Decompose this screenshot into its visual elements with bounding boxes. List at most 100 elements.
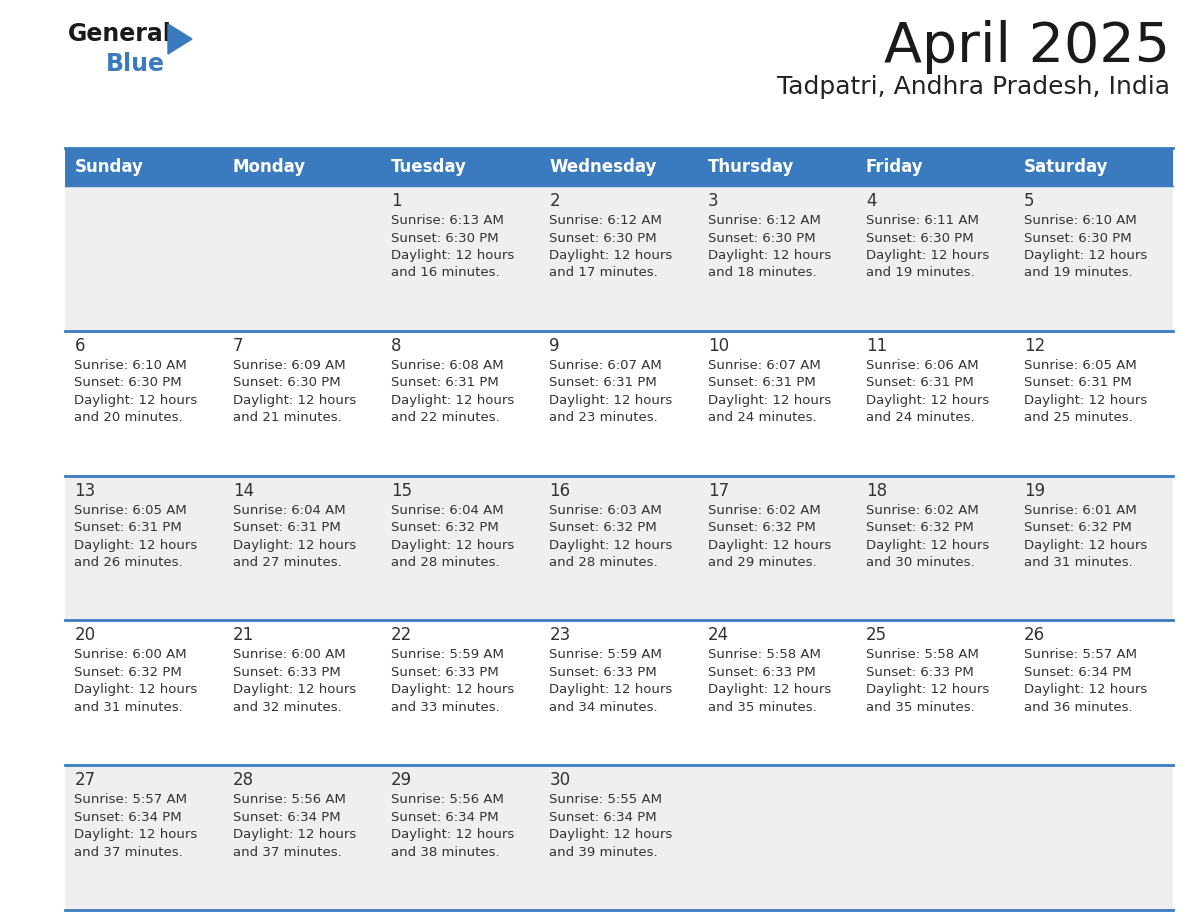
Text: Sunrise: 5:57 AM: Sunrise: 5:57 AM xyxy=(1024,648,1137,661)
Text: Daylight: 12 hours: Daylight: 12 hours xyxy=(75,828,197,841)
Text: Friday: Friday xyxy=(866,158,923,176)
Text: Sunset: 6:33 PM: Sunset: 6:33 PM xyxy=(708,666,815,679)
Text: Sunrise: 6:04 AM: Sunrise: 6:04 AM xyxy=(391,504,504,517)
Text: Sunset: 6:32 PM: Sunset: 6:32 PM xyxy=(549,521,657,534)
Text: 21: 21 xyxy=(233,626,254,644)
Text: Daylight: 12 hours: Daylight: 12 hours xyxy=(391,683,514,697)
Text: 5: 5 xyxy=(1024,192,1035,210)
Bar xyxy=(65,330,1173,476)
Text: and 16 minutes.: and 16 minutes. xyxy=(391,266,500,279)
Text: Blue: Blue xyxy=(106,52,165,76)
Text: Daylight: 12 hours: Daylight: 12 hours xyxy=(233,539,356,552)
Text: Sunset: 6:33 PM: Sunset: 6:33 PM xyxy=(233,666,341,679)
Text: and 37 minutes.: and 37 minutes. xyxy=(75,845,183,858)
Text: Sunday: Sunday xyxy=(75,158,144,176)
Text: 8: 8 xyxy=(391,337,402,354)
Text: and 26 minutes.: and 26 minutes. xyxy=(75,556,183,569)
Text: and 29 minutes.: and 29 minutes. xyxy=(708,556,816,569)
Text: and 21 minutes.: and 21 minutes. xyxy=(233,411,341,424)
Text: and 36 minutes.: and 36 minutes. xyxy=(1024,701,1133,714)
Text: Sunset: 6:30 PM: Sunset: 6:30 PM xyxy=(708,231,815,244)
Text: 14: 14 xyxy=(233,482,254,499)
Text: 22: 22 xyxy=(391,626,412,644)
Text: Daylight: 12 hours: Daylight: 12 hours xyxy=(1024,683,1148,697)
Text: and 17 minutes.: and 17 minutes. xyxy=(549,266,658,279)
Bar xyxy=(381,148,539,186)
Text: and 31 minutes.: and 31 minutes. xyxy=(1024,556,1133,569)
Text: Sunrise: 6:09 AM: Sunrise: 6:09 AM xyxy=(233,359,346,372)
Bar xyxy=(1015,148,1173,186)
Text: and 24 minutes.: and 24 minutes. xyxy=(866,411,974,424)
Text: Sunrise: 6:04 AM: Sunrise: 6:04 AM xyxy=(233,504,346,517)
Text: and 34 minutes.: and 34 minutes. xyxy=(549,701,658,714)
Text: Daylight: 12 hours: Daylight: 12 hours xyxy=(75,539,197,552)
Text: Daylight: 12 hours: Daylight: 12 hours xyxy=(866,539,990,552)
Text: and 22 minutes.: and 22 minutes. xyxy=(391,411,500,424)
Text: and 32 minutes.: and 32 minutes. xyxy=(233,701,341,714)
Text: 15: 15 xyxy=(391,482,412,499)
Text: Daylight: 12 hours: Daylight: 12 hours xyxy=(1024,394,1148,407)
Text: Sunset: 6:34 PM: Sunset: 6:34 PM xyxy=(549,811,657,823)
Text: Sunset: 6:32 PM: Sunset: 6:32 PM xyxy=(75,666,182,679)
Text: Daylight: 12 hours: Daylight: 12 hours xyxy=(391,828,514,841)
Text: and 23 minutes.: and 23 minutes. xyxy=(549,411,658,424)
Text: Daylight: 12 hours: Daylight: 12 hours xyxy=(549,828,672,841)
Text: 16: 16 xyxy=(549,482,570,499)
Text: 3: 3 xyxy=(708,192,719,210)
Text: 28: 28 xyxy=(233,771,254,789)
Text: Sunset: 6:33 PM: Sunset: 6:33 PM xyxy=(549,666,657,679)
Text: Sunset: 6:34 PM: Sunset: 6:34 PM xyxy=(75,811,182,823)
Text: Sunrise: 6:00 AM: Sunrise: 6:00 AM xyxy=(75,648,188,661)
Text: Sunset: 6:31 PM: Sunset: 6:31 PM xyxy=(233,521,341,534)
Text: Sunrise: 6:11 AM: Sunrise: 6:11 AM xyxy=(866,214,979,227)
Text: and 19 minutes.: and 19 minutes. xyxy=(1024,266,1133,279)
Text: Sunset: 6:33 PM: Sunset: 6:33 PM xyxy=(866,666,974,679)
Text: Sunrise: 6:08 AM: Sunrise: 6:08 AM xyxy=(391,359,504,372)
Text: Sunrise: 5:58 AM: Sunrise: 5:58 AM xyxy=(866,648,979,661)
Text: 24: 24 xyxy=(708,626,728,644)
Text: Sunset: 6:30 PM: Sunset: 6:30 PM xyxy=(233,376,341,389)
Text: 30: 30 xyxy=(549,771,570,789)
Text: 9: 9 xyxy=(549,337,560,354)
Bar xyxy=(65,476,1173,621)
Text: Sunset: 6:33 PM: Sunset: 6:33 PM xyxy=(391,666,499,679)
Text: Sunrise: 6:06 AM: Sunrise: 6:06 AM xyxy=(866,359,979,372)
Bar xyxy=(65,766,1173,910)
Text: Sunset: 6:34 PM: Sunset: 6:34 PM xyxy=(1024,666,1132,679)
Bar xyxy=(65,186,1173,330)
Text: 23: 23 xyxy=(549,626,570,644)
Text: 7: 7 xyxy=(233,337,244,354)
Text: Sunset: 6:31 PM: Sunset: 6:31 PM xyxy=(866,376,974,389)
Text: Daylight: 12 hours: Daylight: 12 hours xyxy=(866,394,990,407)
Text: and 35 minutes.: and 35 minutes. xyxy=(866,701,974,714)
Text: 1: 1 xyxy=(391,192,402,210)
Text: and 18 minutes.: and 18 minutes. xyxy=(708,266,816,279)
Text: Sunset: 6:32 PM: Sunset: 6:32 PM xyxy=(866,521,974,534)
Text: Sunrise: 6:07 AM: Sunrise: 6:07 AM xyxy=(708,359,821,372)
Text: Daylight: 12 hours: Daylight: 12 hours xyxy=(391,539,514,552)
Text: 6: 6 xyxy=(75,337,86,354)
Text: Tadpatri, Andhra Pradesh, India: Tadpatri, Andhra Pradesh, India xyxy=(777,75,1170,99)
Text: Daylight: 12 hours: Daylight: 12 hours xyxy=(549,394,672,407)
Text: Thursday: Thursday xyxy=(708,158,794,176)
Text: 27: 27 xyxy=(75,771,95,789)
Text: Sunrise: 5:57 AM: Sunrise: 5:57 AM xyxy=(75,793,188,806)
Bar xyxy=(223,148,381,186)
Text: 10: 10 xyxy=(708,337,728,354)
Text: Sunrise: 6:07 AM: Sunrise: 6:07 AM xyxy=(549,359,662,372)
Text: Sunrise: 6:01 AM: Sunrise: 6:01 AM xyxy=(1024,504,1137,517)
Text: Sunrise: 5:59 AM: Sunrise: 5:59 AM xyxy=(549,648,662,661)
Text: Sunrise: 6:10 AM: Sunrise: 6:10 AM xyxy=(1024,214,1137,227)
Text: 19: 19 xyxy=(1024,482,1045,499)
Text: Sunrise: 5:59 AM: Sunrise: 5:59 AM xyxy=(391,648,504,661)
Text: Sunrise: 6:10 AM: Sunrise: 6:10 AM xyxy=(75,359,188,372)
Text: Daylight: 12 hours: Daylight: 12 hours xyxy=(866,249,990,262)
Text: April 2025: April 2025 xyxy=(884,20,1170,74)
Text: Sunrise: 6:03 AM: Sunrise: 6:03 AM xyxy=(549,504,662,517)
Text: 17: 17 xyxy=(708,482,728,499)
Text: Daylight: 12 hours: Daylight: 12 hours xyxy=(1024,539,1148,552)
Text: Wednesday: Wednesday xyxy=(549,158,657,176)
Text: Sunrise: 6:05 AM: Sunrise: 6:05 AM xyxy=(75,504,188,517)
Bar xyxy=(65,148,223,186)
Text: Daylight: 12 hours: Daylight: 12 hours xyxy=(75,683,197,697)
